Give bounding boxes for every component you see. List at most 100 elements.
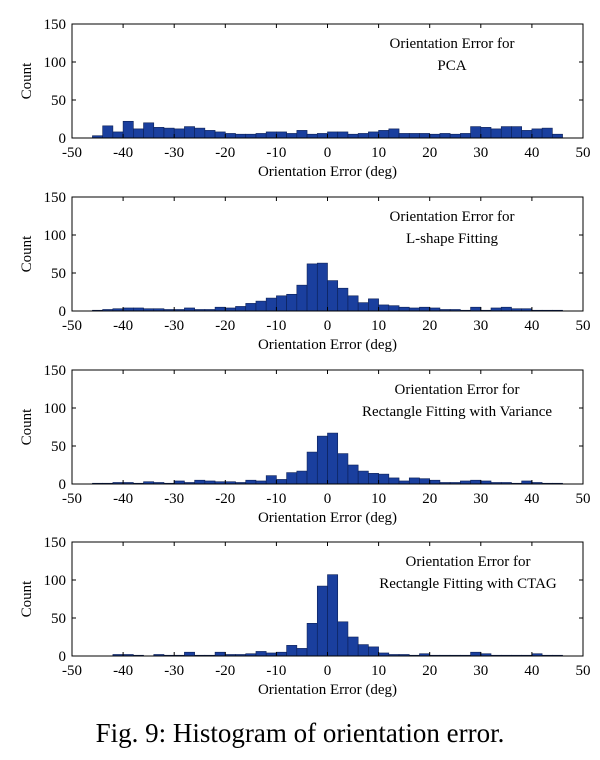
- histogram-bar: [460, 133, 471, 139]
- histogram-bar: [255, 300, 267, 312]
- x-tick-label: 40: [524, 318, 539, 334]
- y-tick-label: 150: [44, 17, 67, 33]
- y-axis-label: Count: [19, 235, 35, 273]
- y-tick-label: 150: [44, 363, 67, 379]
- chart-title-line: Orientation Error for: [406, 554, 531, 570]
- chart-title-line: Orientation Error for: [395, 382, 520, 398]
- x-tick-label: -10: [266, 145, 286, 161]
- histogram-panel-3: -50 -40 -30 -20 -10 0 10 20 30 40 50 0 50 100 150 Orien…: [19, 363, 591, 526]
- histogram-bar: [347, 464, 359, 485]
- histogram-bar: [552, 133, 563, 139]
- x-tick-label: -30: [164, 318, 184, 334]
- histogram-bar: [521, 130, 533, 139]
- x-tick-label: 10: [371, 491, 386, 507]
- y-tick-label: 50: [51, 266, 66, 282]
- histogram-bar: [398, 306, 410, 312]
- histogram-bar: [286, 472, 298, 485]
- x-tick-label: 0: [324, 145, 332, 161]
- histogram-bar: [214, 306, 226, 312]
- histogram-bar: [265, 475, 277, 485]
- histogram-bar: [245, 303, 257, 312]
- chart-title-line: Orientation Error for: [390, 36, 515, 52]
- histogram-bar: [327, 280, 339, 312]
- histogram-bar: [357, 302, 369, 312]
- histogram-bar: [347, 133, 359, 139]
- x-tick-label: 50: [576, 491, 591, 507]
- histogram-bar: [286, 293, 298, 312]
- y-tick-label: 100: [44, 228, 67, 244]
- histogram-bar: [204, 130, 216, 139]
- x-tick-label: 10: [371, 663, 386, 679]
- histogram-bar: [337, 453, 349, 485]
- x-tick-label: -20: [215, 145, 235, 161]
- x-tick-label: -30: [164, 145, 184, 161]
- x-tick-label: -50: [62, 145, 82, 161]
- histogram-bar: [276, 651, 287, 657]
- histogram-bar: [378, 130, 390, 139]
- histogram-bar: [327, 131, 339, 139]
- histogram-bar: [316, 435, 328, 485]
- y-axis-label: Count: [19, 408, 35, 446]
- histogram-bar: [316, 585, 328, 657]
- histogram-bar: [419, 133, 431, 139]
- histogram-bar: [296, 284, 308, 312]
- x-tick-label: 30: [473, 491, 488, 507]
- chart-title-line: Rectangle Fitting with CTAG: [379, 576, 557, 592]
- x-tick-label: 0: [324, 318, 332, 334]
- histogram-bar: [378, 473, 390, 485]
- x-tick-label: -50: [62, 491, 82, 507]
- histogram-bar: [245, 479, 257, 485]
- histogram-bar: [470, 126, 482, 139]
- histogram-bar: [449, 133, 461, 139]
- x-tick-label: 30: [473, 318, 488, 334]
- histogram-bar: [255, 133, 267, 139]
- histogram-bar: [368, 131, 379, 139]
- y-axis-label: Count: [19, 62, 35, 100]
- x-tick-label: -10: [266, 663, 286, 679]
- histogram-bar: [306, 623, 318, 657]
- histogram-bar: [480, 127, 492, 139]
- histogram-bar: [194, 127, 206, 139]
- histogram-bar: [429, 479, 441, 485]
- histogram-bar: [347, 636, 359, 657]
- y-tick-label: 50: [51, 439, 66, 455]
- histogram-bar: [316, 262, 328, 312]
- histogram-bar: [429, 133, 441, 139]
- histogram-bar: [347, 295, 359, 312]
- y-tick-label: 0: [59, 649, 67, 665]
- histogram-bar: [357, 644, 369, 657]
- histogram-bar: [276, 131, 287, 139]
- x-axis-label: Orientation Error (deg): [258, 164, 397, 180]
- histogram-bar: [225, 133, 236, 139]
- histogram-bar: [235, 306, 247, 312]
- x-tick-label: 10: [371, 145, 386, 161]
- histogram-bar: [531, 128, 543, 139]
- histogram-bar: [408, 477, 420, 485]
- histogram-bar: [235, 133, 247, 139]
- histogram-bar: [500, 126, 512, 139]
- histogram-bar: [296, 130, 308, 139]
- histogram-bar: [408, 133, 420, 139]
- histogram-bar: [102, 125, 114, 139]
- histogram-bar: [368, 473, 379, 485]
- x-tick-label: 50: [576, 145, 591, 161]
- x-tick-label: -20: [215, 663, 235, 679]
- histogram-bar: [184, 126, 195, 139]
- histogram-bar: [357, 470, 369, 485]
- figure-caption: Fig. 9: Histogram of orientation error.: [95, 718, 505, 748]
- x-tick-label: 20: [422, 318, 437, 334]
- x-axis-label: Orientation Error (deg): [258, 337, 397, 353]
- chart-title-line: PCA: [437, 58, 466, 74]
- histogram-bar: [327, 432, 339, 485]
- histogram-bar: [306, 263, 318, 312]
- histogram-bar: [255, 651, 267, 657]
- histogram-bar: [265, 297, 277, 312]
- histogram-bar: [133, 128, 144, 139]
- histogram-bar: [306, 451, 318, 485]
- histogram-bar: [122, 120, 134, 139]
- histogram-bar: [327, 574, 339, 657]
- histogram-bar: [163, 127, 175, 139]
- histogram-bar: [214, 131, 226, 139]
- chart-title-line: Rectangle Fitting with Variance: [362, 404, 552, 420]
- histogram-bar: [368, 298, 379, 312]
